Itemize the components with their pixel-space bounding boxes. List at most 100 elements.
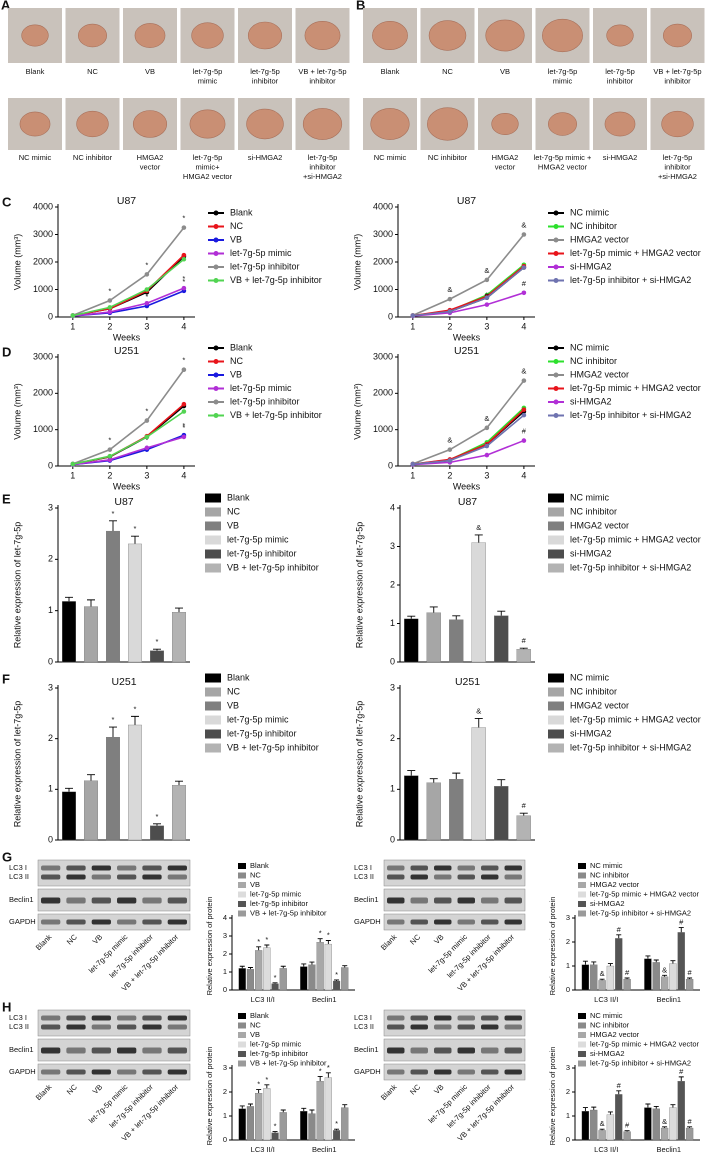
blot-strip [37,859,191,887]
error-bar [407,770,416,776]
blot-band [117,1069,137,1075]
panel-label: G [2,849,12,864]
y-tick-label: 3 [48,502,53,512]
panel-label: C [2,194,12,209]
photo-label: HMGA2 [137,153,164,162]
blot-band [457,874,475,880]
photo-label: let-7g-5p [193,153,223,162]
data-point [107,305,113,310]
legend-dot [553,399,559,405]
legend-swatch [205,493,221,503]
blot-band [91,897,111,904]
legend-label: si-HMGA2 [590,1049,625,1058]
bar [669,963,677,991]
legend-label: let-7g-5p mimic + HMGA2 vector [570,383,701,393]
significance-marker: * [327,930,330,939]
error-bar [65,787,73,792]
legend-swatch [238,1051,246,1057]
bar [128,543,142,663]
x-axis-label: Weeks [113,481,141,491]
panel-label: D [2,344,11,359]
blot-band [167,1069,187,1075]
legend-label: si-HMGA2 [570,728,612,738]
significance-marker: * [257,1080,260,1089]
data-point [144,418,150,423]
data-point [181,434,187,440]
blot-band [387,1015,405,1021]
legend-swatch [578,910,586,917]
bar [623,1131,631,1141]
data-point [70,313,76,318]
legend-swatch [238,1032,246,1038]
legend-dot [553,278,559,283]
legend-label: let-7g-5p inhibitor + si-HMGA2 [590,1058,691,1067]
legend-label: VB [250,1030,260,1039]
bar [606,965,615,991]
data-point [484,302,490,307]
error-bar [616,934,622,939]
bar [263,947,271,991]
blot-strip [383,1063,526,1081]
y-tick-label: 0 [48,311,53,321]
blot-band [117,1024,137,1030]
legend-swatch [238,1060,246,1067]
bar [598,980,606,991]
series-line [72,255,185,317]
bar [590,1109,598,1141]
blot-row-label: LC3 I [9,1013,27,1022]
legend-label: let-7g-5p mimic [227,534,289,544]
legend-swatch [205,673,221,683]
error-bar [317,1075,323,1082]
error-bar [624,977,630,980]
photo-label: Blank [26,67,45,76]
blot-band [66,1024,86,1030]
bar [279,1112,287,1141]
data-point [107,453,113,459]
blot-strip [37,888,191,912]
bar [279,968,287,991]
tumor [428,20,467,51]
legend-label: Blank [227,672,250,682]
blot-band [142,865,162,871]
blot-band [66,865,86,871]
photo-label: inhibitor [252,76,279,85]
chart-title: U251 [111,676,136,688]
significance-marker: * [182,421,185,430]
significance-marker: * [145,407,148,416]
bar [516,815,531,841]
error-bar [334,979,340,981]
data-point [410,313,416,318]
legend-dot [213,224,219,229]
legend-label: NC inhibitor [570,686,617,696]
x-tick-label: 4 [521,321,526,331]
bar [581,1111,590,1141]
legend-label: VB + let-7g-5p inhibitor [230,410,322,420]
blot-band [434,874,452,880]
legend-label: NC inhibitor [570,221,617,231]
legend-label: HMGA2 vector [570,700,629,710]
legend-label: NC mimic [570,342,609,352]
blot-band [434,1047,452,1054]
bar [426,782,441,841]
significance-marker: & [476,523,481,532]
data-point [181,409,187,414]
y-tick-label: 4 [223,913,227,922]
y-tick-label: 0 [566,1135,570,1144]
legend-swatch [238,891,246,898]
legend-label: si-HMGA2 [570,396,612,406]
significance-marker: # [687,1117,692,1126]
photo-label: Blank [381,67,400,76]
blot-band [142,1024,162,1030]
legend-dot [213,264,219,270]
blot-band [41,874,61,880]
significance-marker: * [265,935,268,944]
significance-marker: * [108,286,111,295]
blot-band [66,874,86,880]
y-tick-label: 2 [566,1087,570,1096]
legend-label: VB + let-7g-5p inhibitor [250,1058,327,1067]
series-line [72,436,185,466]
legend-label: Blank [227,492,250,502]
y-tick-label: 3000 [373,351,393,361]
legend-label: VB + let-7g-5p inhibitor [227,742,319,752]
data-point [144,272,150,277]
